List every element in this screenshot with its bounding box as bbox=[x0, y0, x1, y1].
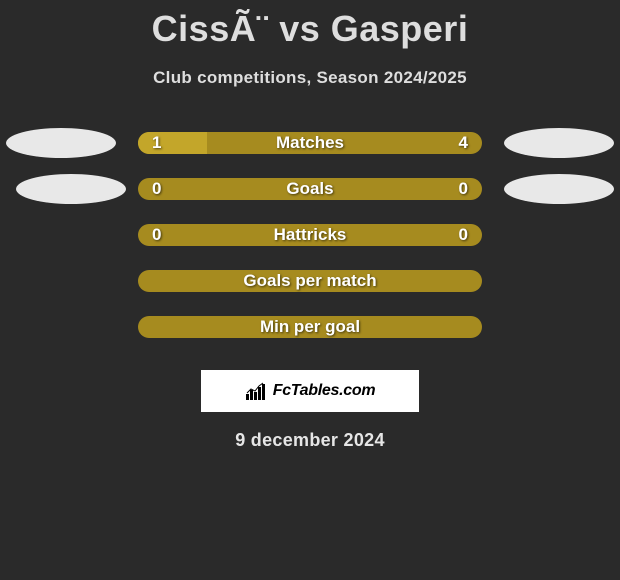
stat-bar: Min per goal bbox=[138, 316, 482, 338]
stat-bar: 0 Goals 0 bbox=[138, 178, 482, 200]
stat-bar: Goals per match bbox=[138, 270, 482, 292]
page-subtitle: Club competitions, Season 2024/2025 bbox=[0, 68, 620, 88]
stat-label: Matches bbox=[276, 133, 344, 153]
stat-bar-fill bbox=[138, 132, 207, 154]
stat-label: Hattricks bbox=[274, 225, 347, 245]
left-player-marker bbox=[6, 128, 116, 158]
stat-rows: 1 Matches 4 0 Goals 0 0 Hattricks 0 G bbox=[0, 120, 620, 350]
stat-label: Goals per match bbox=[243, 271, 376, 291]
stat-left-value: 1 bbox=[152, 133, 161, 153]
fctables-logo[interactable]: FcTables.com bbox=[201, 370, 419, 412]
right-player-marker bbox=[504, 174, 614, 204]
stat-label: Min per goal bbox=[260, 317, 360, 337]
stat-bar: 0 Hattricks 0 bbox=[138, 224, 482, 246]
fctables-logo-text: FcTables.com bbox=[273, 382, 376, 400]
stat-row: Goals per match bbox=[0, 258, 620, 304]
stat-left-value: 0 bbox=[152, 179, 161, 199]
stat-bar: 1 Matches 4 bbox=[138, 132, 482, 154]
right-player-marker bbox=[504, 128, 614, 158]
page-title: CissÃ¨ vs Gasperi bbox=[0, 0, 620, 50]
left-player-marker bbox=[16, 174, 126, 204]
stat-right-value: 0 bbox=[459, 179, 468, 199]
date-text: 9 december 2024 bbox=[0, 430, 620, 451]
stat-right-value: 0 bbox=[459, 225, 468, 245]
fctables-bars-icon bbox=[245, 382, 269, 400]
stat-row: 0 Hattricks 0 bbox=[0, 212, 620, 258]
stat-row: Min per goal bbox=[0, 304, 620, 350]
stat-label: Goals bbox=[286, 179, 333, 199]
stat-row: 1 Matches 4 bbox=[0, 120, 620, 166]
stat-left-value: 0 bbox=[152, 225, 161, 245]
stat-right-value: 4 bbox=[459, 133, 468, 153]
stat-row: 0 Goals 0 bbox=[0, 166, 620, 212]
